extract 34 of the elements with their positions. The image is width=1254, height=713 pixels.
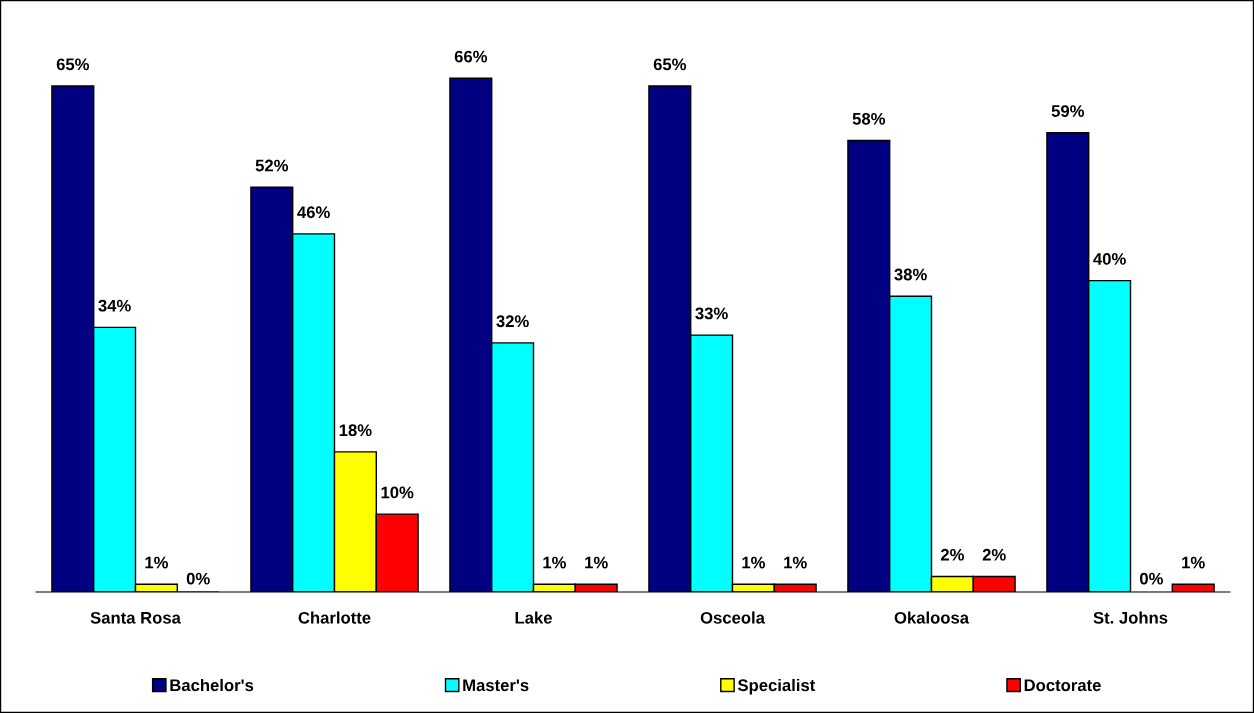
data-label: 1% (742, 556, 765, 569)
data-label: 0% (1140, 572, 1163, 585)
x-tick-label: Lake (515, 611, 552, 624)
x-tick-label: St. Johns (1093, 611, 1168, 624)
data-label: 18% (339, 424, 372, 437)
data-label: 1% (543, 556, 566, 569)
data-label: 58% (852, 112, 886, 125)
data-label: 32% (496, 315, 529, 328)
data-label: 33% (695, 307, 728, 320)
legend-label: Master's (463, 679, 529, 692)
data-label: 2% (940, 548, 964, 561)
data-label: 1% (585, 556, 608, 569)
data-label: 1% (145, 556, 168, 569)
data-label: 10% (381, 486, 414, 499)
data-label: 34% (98, 299, 131, 312)
x-tick-label: Santa Rosa (90, 611, 181, 624)
data-label: 38% (894, 268, 927, 281)
data-label: 65% (56, 58, 90, 71)
data-label: 66% (454, 50, 488, 63)
data-label: 0% (186, 572, 210, 585)
data-label: 1% (1182, 556, 1205, 569)
data-label: 52% (255, 159, 289, 172)
legend-label: Specialist (737, 678, 816, 695)
x-tick-label: Okaloosa (894, 611, 970, 624)
legend-label: Doctorate (1024, 679, 1101, 692)
x-tick-label: Osceola (700, 611, 766, 624)
data-label: 40% (1093, 253, 1126, 265)
data-label: 46% (297, 206, 330, 219)
x-tick-label: Charlotte (298, 611, 371, 624)
data-label: 2% (982, 548, 1006, 561)
data-label: 65% (653, 58, 687, 71)
data-label: 1% (784, 556, 807, 569)
data-label: 59% (1051, 105, 1085, 117)
legend-label: Bachelor's (170, 678, 254, 692)
